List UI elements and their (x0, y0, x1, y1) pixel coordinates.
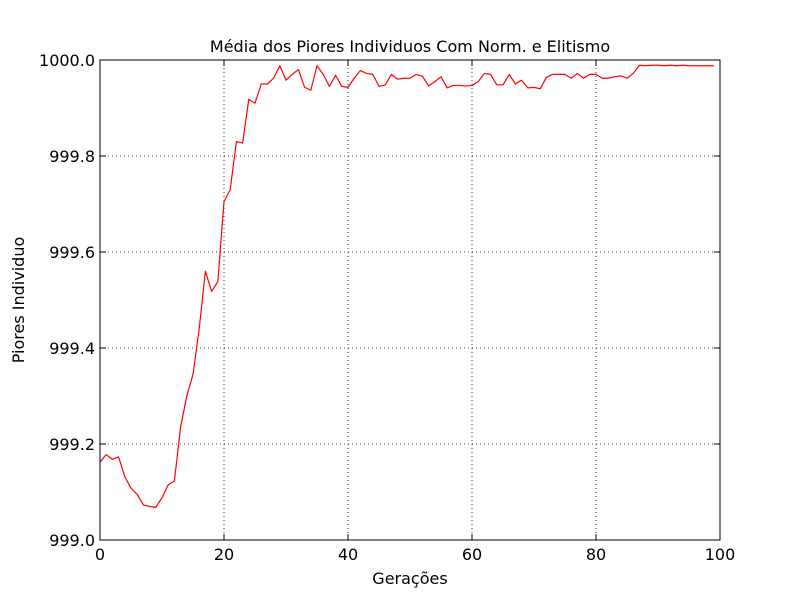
y-tick-labels: 999.0 999.2 999.4 999.6 999.8 1000.0 (39, 51, 95, 550)
plot-frame (99, 59, 721, 541)
y-tick-label: 999.4 (49, 339, 95, 358)
grid-lines (99, 59, 721, 541)
tick-marks (99, 59, 721, 541)
y-axis-label: Piores Individuo (9, 237, 28, 363)
x-tick-label: 20 (214, 545, 234, 564)
y-tick-label: 999.0 (49, 531, 95, 550)
x-tick-label: 0 (95, 545, 105, 564)
y-tick-label: 999.2 (49, 435, 95, 454)
series-layer (99, 64, 714, 508)
x-tick-labels: 0 20 40 60 80 100 (95, 545, 735, 564)
y-tick-label: 999.8 (49, 147, 95, 166)
x-tick-label: 100 (705, 545, 736, 564)
series-line (99, 64, 714, 508)
x-tick-label: 60 (462, 545, 482, 564)
chart-title: Média dos Piores Individuos Com Norm. e … (210, 37, 610, 56)
x-tick-label: 40 (338, 545, 358, 564)
y-tick-label: 999.6 (49, 243, 95, 262)
y-tick-label: 1000.0 (39, 51, 95, 70)
x-axis-label: Gerações (372, 569, 447, 588)
x-tick-label: 80 (586, 545, 606, 564)
